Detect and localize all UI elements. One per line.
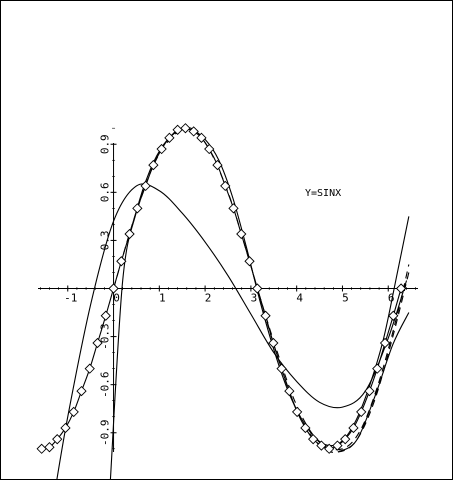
diamond-point bbox=[291, 406, 303, 418]
y-tick-label: -0.3 bbox=[99, 323, 112, 350]
y-tick-label: 0.6 bbox=[99, 182, 112, 202]
diamond-point bbox=[84, 363, 95, 374]
y-tick-label: -0.9 bbox=[99, 420, 112, 447]
diamond-point bbox=[260, 310, 271, 321]
diamond-point bbox=[364, 385, 375, 397]
diamond-point bbox=[324, 443, 335, 454]
x-tick-label: 6 bbox=[388, 292, 395, 305]
curves bbox=[41, 127, 410, 480]
diamond-point bbox=[372, 363, 383, 374]
diamond-point bbox=[212, 159, 223, 171]
x-tick-label: 1 bbox=[159, 292, 166, 305]
series-line-4 bbox=[254, 264, 410, 451]
diamond-point bbox=[68, 406, 79, 418]
x-tick-label: 3 bbox=[251, 292, 258, 305]
diamond-point bbox=[276, 363, 287, 374]
series-line-1 bbox=[56, 183, 408, 480]
diamond-point bbox=[284, 385, 295, 397]
diamond-point bbox=[300, 422, 311, 434]
diamond-point bbox=[308, 434, 319, 445]
diamond-point bbox=[140, 180, 151, 192]
series-line-3 bbox=[113, 127, 410, 453]
x-tick-label: 4 bbox=[296, 292, 303, 305]
x-tick-label: 5 bbox=[342, 292, 349, 305]
diamond-point bbox=[132, 203, 143, 214]
diamond-point bbox=[124, 228, 135, 240]
diamond-point bbox=[204, 143, 215, 155]
diamond-point bbox=[316, 440, 327, 451]
series-line-5 bbox=[337, 312, 410, 453]
diamond-point bbox=[44, 442, 55, 453]
diamond-point bbox=[348, 422, 359, 434]
diamond-point bbox=[220, 180, 231, 192]
diamond-point bbox=[268, 337, 279, 349]
diamond-point bbox=[164, 132, 175, 143]
diamond-point bbox=[236, 228, 247, 240]
diamond-point bbox=[228, 203, 239, 214]
y-tick-label: 0.9 bbox=[99, 134, 112, 154]
y-tick-label: 0.3 bbox=[99, 230, 112, 250]
diamond-point bbox=[340, 434, 351, 445]
diamond-point bbox=[196, 132, 207, 143]
diamond-point bbox=[388, 310, 399, 321]
diamond-point bbox=[356, 406, 367, 418]
diamond-point bbox=[36, 443, 47, 454]
diamond-point bbox=[244, 256, 255, 267]
x-tick-label: 2 bbox=[205, 292, 212, 305]
diamond-point bbox=[252, 283, 263, 294]
diamond-point bbox=[379, 337, 391, 349]
x-tick-label: 0 bbox=[113, 292, 120, 305]
tick-labels: -1 0 1 2 3 4 5 6 -0.9 -0.6 -0.3 0.3 0.6 0.9 bbox=[64, 134, 394, 446]
y-tick-label: -0.6 bbox=[99, 371, 112, 398]
diamond-point bbox=[332, 440, 343, 451]
diamond-point bbox=[156, 143, 167, 155]
diamond-point bbox=[52, 434, 63, 445]
diamond-point bbox=[100, 310, 111, 321]
markers bbox=[36, 123, 407, 454]
diamond-point bbox=[116, 256, 127, 267]
axes bbox=[38, 127, 418, 452]
x-tick-label: -1 bbox=[64, 292, 77, 305]
equation-annotation: Y=SINX bbox=[305, 188, 341, 199]
diamond-point bbox=[180, 123, 191, 134]
diamond-point bbox=[395, 283, 407, 294]
diamond-point bbox=[60, 422, 71, 434]
diamond-point bbox=[76, 385, 87, 397]
diamond-point bbox=[92, 337, 103, 349]
diamond-point bbox=[108, 283, 119, 294]
diamond-point bbox=[148, 159, 159, 171]
diamond-point bbox=[188, 126, 199, 137]
